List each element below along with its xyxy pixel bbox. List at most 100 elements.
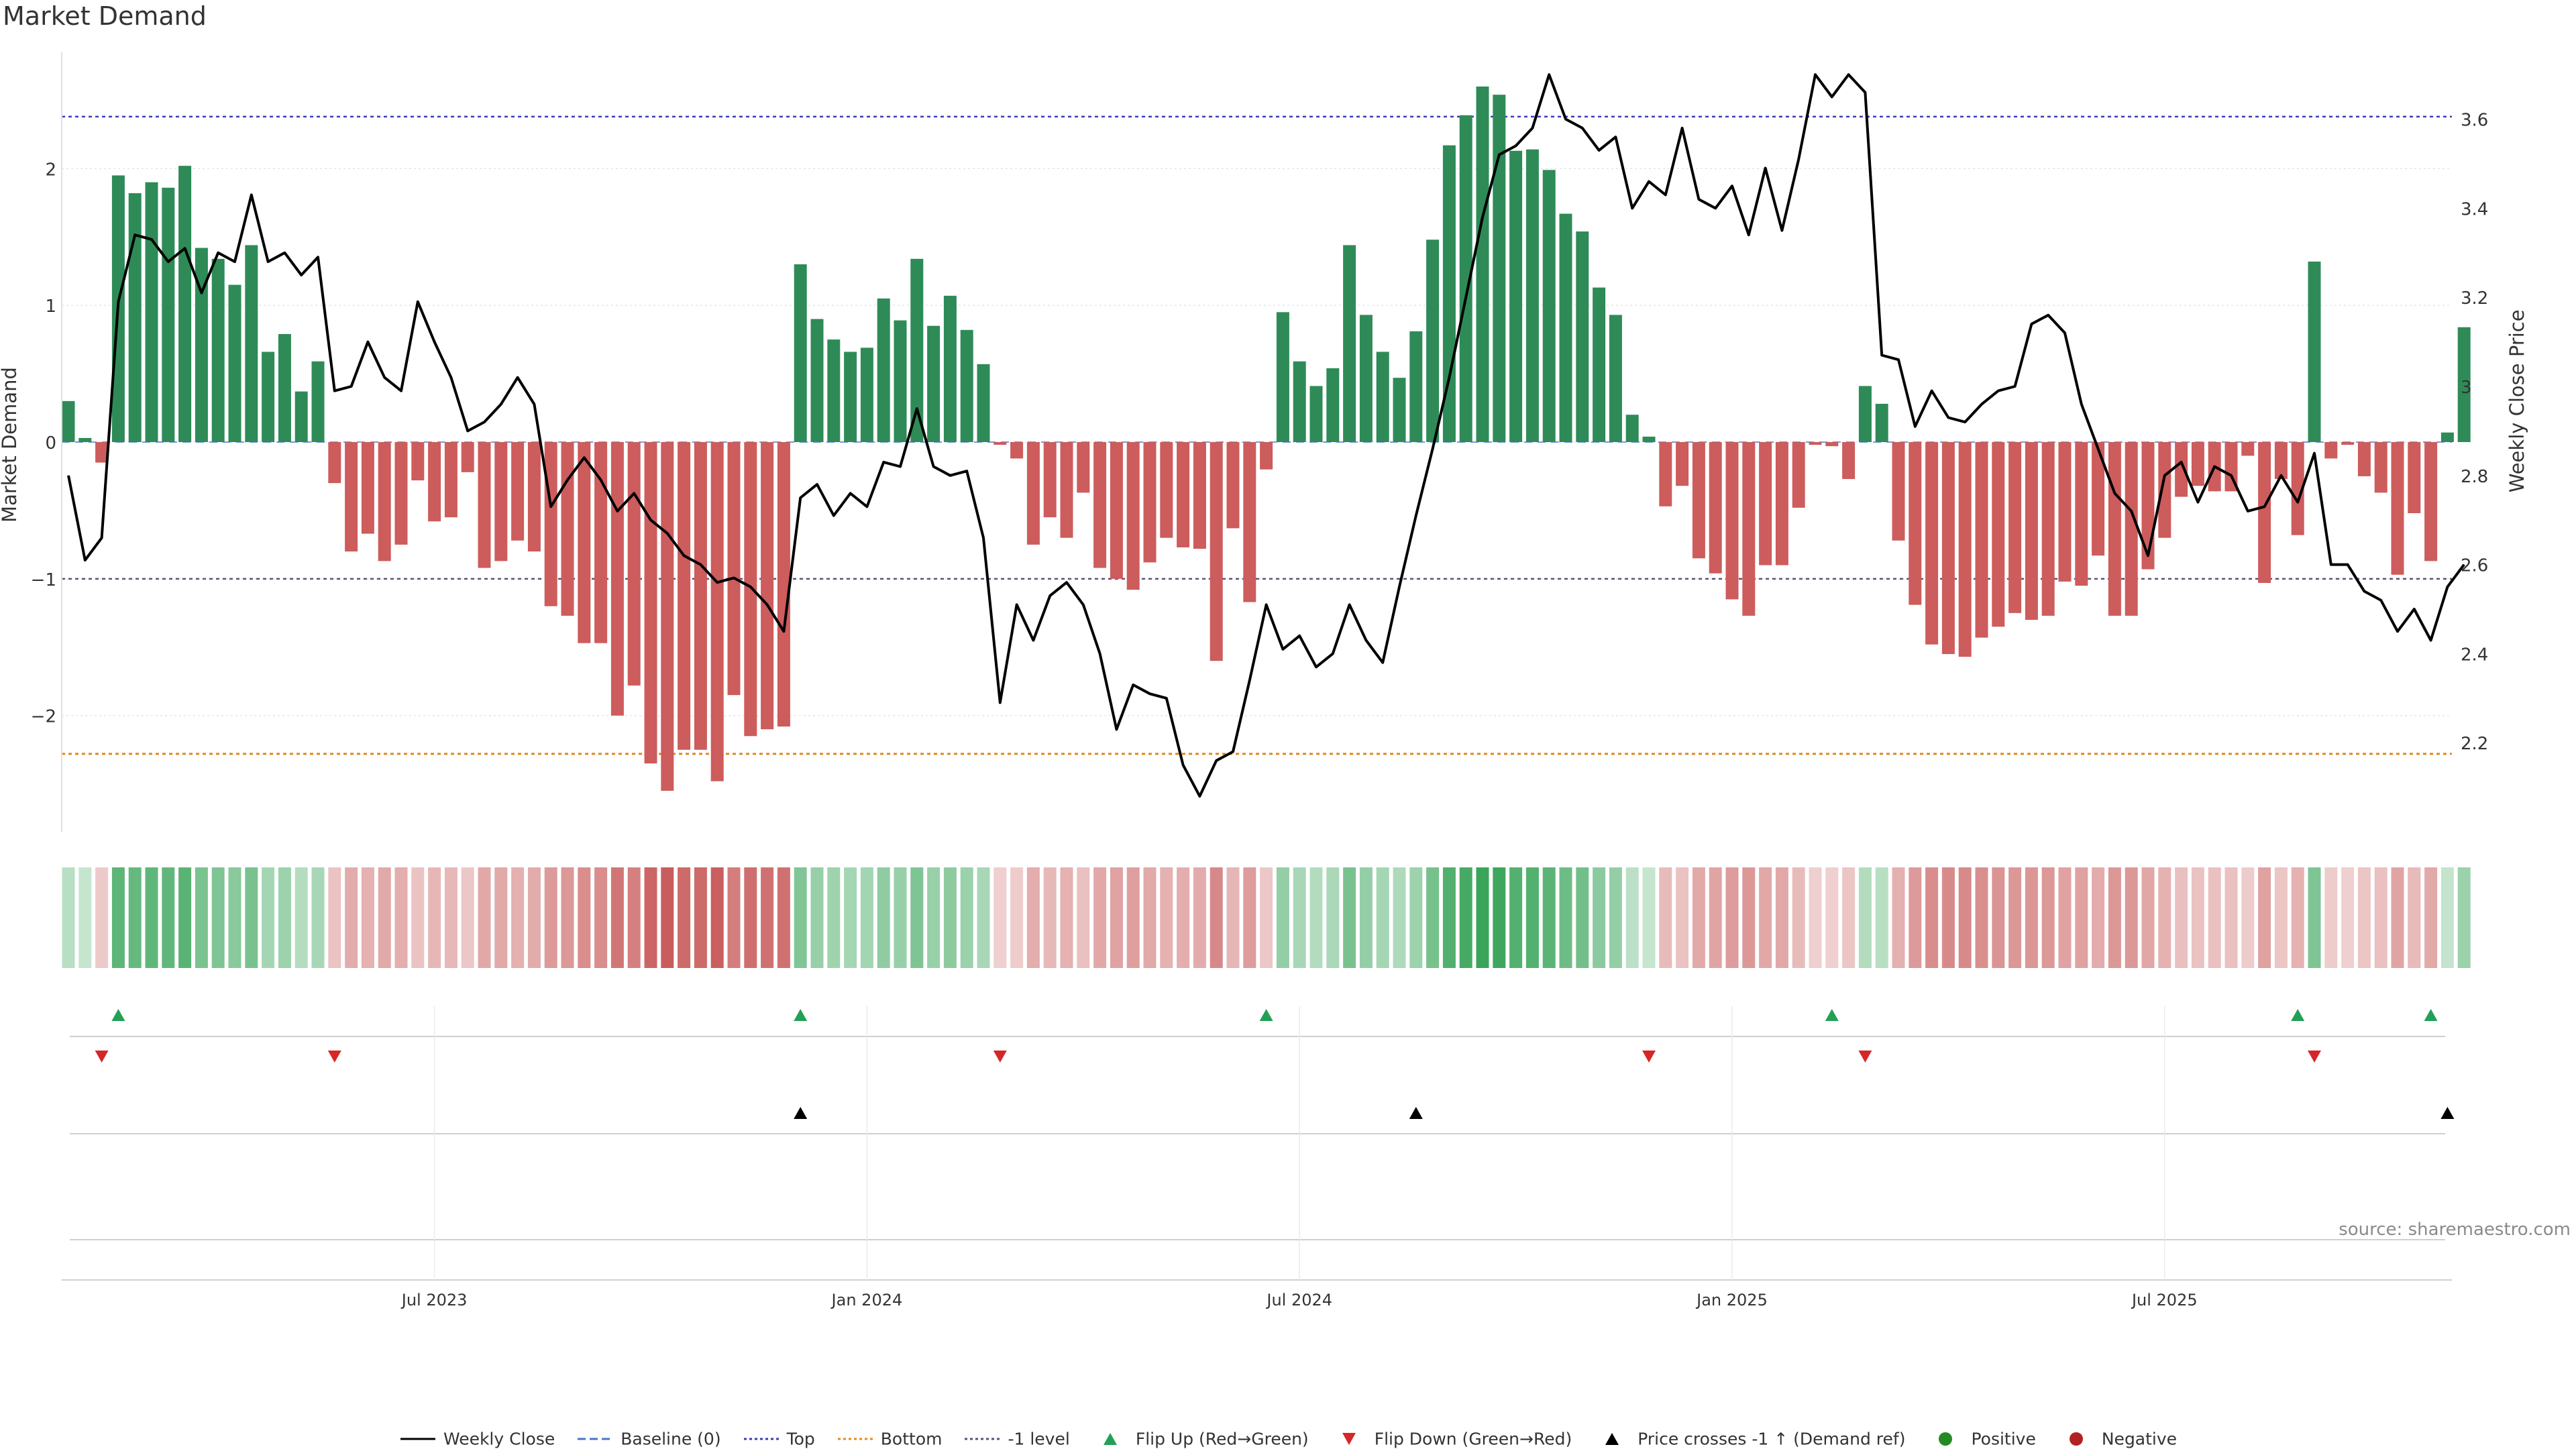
weekly-close-line [67,73,2465,798]
demand-bar [943,295,957,442]
flip-down-marker [1642,1051,1656,1063]
demand-bar [1759,442,1772,566]
demand-bar [1493,95,1506,443]
demand-bar [145,182,158,442]
heat-cell [844,867,857,968]
demand-bar [1642,436,1656,442]
demand-bar [1676,442,1689,486]
heat-cell [1509,867,1523,968]
heat-cell [1709,867,1722,968]
demand-bar [1260,442,1273,470]
demand-bar [2108,442,2121,616]
heat-cell [178,867,192,968]
demand-bar [1792,442,1805,508]
heat-cell [544,867,557,968]
heat-cell [2025,867,2038,968]
demand-bar [1210,442,1223,661]
demand-bar [1609,315,1622,442]
heat-cell [1742,867,1756,968]
demand-bar [2408,442,2421,514]
demand-bar [777,442,790,727]
demand-bar [278,333,291,442]
demand-bar [478,442,491,568]
price-cross-marker [794,1107,808,1119]
heat-cell [262,867,275,968]
demand-bar [610,442,624,716]
heat-cell [2424,867,2438,968]
heat-cell [578,867,591,968]
demand-bar [1393,378,1406,442]
heat-cell [1210,867,1223,968]
demand-bar [1892,442,1905,541]
demand-bar [1809,442,1822,445]
heat-cell [2440,867,2454,968]
legend: Weekly Close Baseline (0) Top Bottom -1 leve… [0,1428,2576,1448]
heat-cell [328,867,341,968]
heat-cell [1958,867,1972,968]
demand-bar [2391,442,2404,575]
x-tick-label: Jan 2025 [1695,1291,1768,1309]
demand-bar [428,442,441,522]
heat-cell [1593,867,1606,968]
demand-bar [345,442,358,552]
demand-bar [544,442,557,606]
heat-cell [2108,867,2121,968]
demand-bar [1775,442,1788,566]
heat-cell [511,867,525,968]
demand-bar [2341,442,2355,445]
legend-label: Price crosses -1 ↑ (Demand ref) [1638,1429,1906,1449]
price-line-group [67,73,2465,798]
demand-bar [328,442,341,484]
demand-bar [1359,315,1373,442]
heat-cell [1493,867,1506,968]
heat-cell [2158,867,2171,968]
heat-cell [1459,867,1472,968]
heat-cell [1725,867,1739,968]
demand-bar [2075,442,2088,586]
demand-bar [262,352,275,442]
y2-tick-label: 2.4 [2461,645,2488,665]
legend-item: Flip Down (Green→Red) [1330,1428,1572,1449]
heat-cell [943,867,957,968]
demand-bar [927,325,941,442]
demand-bars [62,86,2471,791]
heat-cell [678,867,691,968]
demand-bar [761,442,774,730]
y2-tick-label: 3.4 [2461,199,2488,219]
heat-cell [111,867,125,968]
heat-cell [1343,867,1356,968]
demand-bar [2440,432,2454,442]
heat-cell [494,867,508,968]
demand-bar [228,284,241,442]
demand-bar [311,361,325,442]
heat-cell [794,867,807,968]
legend-label: -1 level [1008,1429,1070,1449]
demand-bar [994,442,1007,445]
demand-bar [678,442,691,750]
heat-cell [1975,867,1988,968]
y-axis-label: Market Demand [0,367,21,523]
legend-label: Flip Down (Green→Red) [1374,1429,1572,1449]
y2-tick-label: 3.6 [2461,111,2488,131]
triangle-up-icon [1605,1432,1619,1445]
heat-cell [2008,867,2022,968]
heat-cell [1376,867,1389,968]
line-dashed-icon [578,1438,613,1440]
demand-bar [2291,442,2304,535]
heat-cell [960,867,973,968]
heat-cell [1093,867,1107,968]
y-tick-label: −2 [31,707,56,727]
heat-cell [1326,867,1340,968]
heat-cell [411,867,425,968]
heat-cell [1525,867,1539,968]
demand-bar [894,320,907,442]
demand-bar [1909,442,1922,605]
demand-bar [744,442,757,737]
demand-bar [2457,327,2471,442]
demand-bar [2058,442,2072,582]
price-cross-marker [1409,1107,1423,1119]
heat-cell [610,867,624,968]
heat-cell [2058,867,2072,968]
heat-cell [727,867,741,968]
heat-cell [461,867,474,968]
